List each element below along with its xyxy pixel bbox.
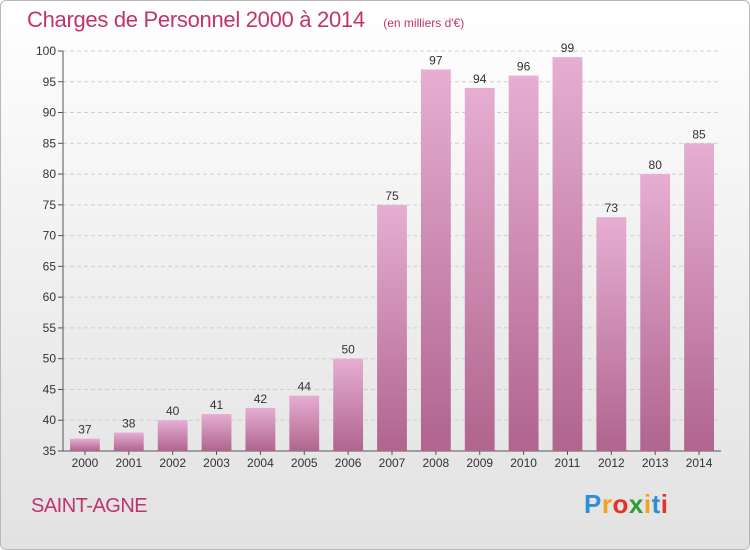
bar-2002 — [157, 420, 188, 451]
x-tick-label-2014: 2014 — [686, 456, 713, 470]
value-label-2004: 42 — [254, 392, 268, 406]
proxiti-logo: Proxiti — [584, 489, 668, 520]
value-label-2005: 44 — [298, 380, 312, 394]
labels: 35 40 45 50 55 60 65 70 75 80 85 90 95 100 37 2000 38 200… — [36, 41, 713, 470]
y-tick-label: 95 — [43, 75, 57, 89]
commune-name: SAINT-AGNE — [31, 495, 148, 517]
bar-2012 — [596, 217, 627, 451]
bar-2009 — [464, 87, 495, 451]
y-tick-label: 75 — [43, 198, 57, 212]
y-tick-label: 55 — [43, 321, 57, 335]
y-tick-label: 65 — [43, 259, 57, 273]
x-tick-label-2002: 2002 — [159, 456, 186, 470]
value-label-2009: 94 — [473, 72, 487, 86]
chart-title-block: Charges de Personnel 2000 à 2014 (en mil… — [27, 7, 464, 33]
chart-subtitle: (en milliers d'€) — [383, 16, 465, 30]
logo-letter: i — [660, 489, 669, 519]
y-tick-label: 50 — [43, 352, 57, 366]
value-label-2012: 73 — [605, 201, 619, 215]
bar-2003 — [201, 414, 232, 451]
value-label-2006: 50 — [341, 343, 355, 357]
value-label-2003: 41 — [210, 398, 224, 412]
logo-letter: i — [643, 489, 652, 519]
bar-2008 — [420, 69, 451, 451]
value-label-2014: 85 — [692, 127, 706, 141]
y-tick-label: 60 — [43, 290, 57, 304]
bar-2004 — [245, 407, 276, 451]
x-tick-label-2010: 2010 — [510, 456, 537, 470]
x-tick-label-2008: 2008 — [423, 456, 450, 470]
x-tick-label-2000: 2000 — [72, 456, 99, 470]
bar-2006 — [333, 358, 364, 451]
y-tick-label: 100 — [36, 44, 56, 58]
x-tick-label-2009: 2009 — [466, 456, 493, 470]
y-tick-label: 85 — [43, 136, 57, 150]
x-tick-label-2004: 2004 — [247, 456, 274, 470]
value-label-2010: 96 — [517, 60, 531, 74]
x-tick-label-2013: 2013 — [642, 456, 669, 470]
logo-letter: o — [612, 489, 629, 519]
logo-letter: x — [628, 489, 644, 519]
bar-2005 — [289, 395, 320, 451]
value-label-2011: 99 — [561, 41, 575, 55]
x-tick-label-2005: 2005 — [291, 456, 318, 470]
value-label-2008: 97 — [429, 53, 443, 67]
value-label-2002: 40 — [166, 404, 180, 418]
bar-2007 — [377, 204, 407, 451]
bar-2014 — [684, 143, 714, 452]
bar-2001 — [113, 432, 144, 451]
bar-2013 — [640, 174, 671, 452]
value-label-2013: 80 — [649, 158, 663, 172]
logo-letter: r — [601, 489, 613, 519]
x-tick-label-2007: 2007 — [379, 456, 406, 470]
bar-2000 — [70, 438, 100, 451]
bars — [70, 57, 714, 452]
x-tick-label-2012: 2012 — [598, 456, 625, 470]
y-tick-label: 80 — [43, 167, 57, 181]
y-tick-label: 35 — [43, 444, 57, 458]
logo-letter: P — [584, 489, 602, 519]
value-label-2001: 38 — [122, 417, 136, 431]
x-tick-label-2001: 2001 — [115, 456, 142, 470]
y-tick-label: 90 — [43, 106, 57, 120]
chart-title: Charges de Personnel 2000 à 2014 — [27, 7, 365, 32]
logo-letter: t — [651, 489, 661, 519]
x-tick-label-2006: 2006 — [335, 456, 362, 470]
x-tick-label-2011: 2011 — [555, 456, 581, 470]
value-label-2000: 37 — [78, 423, 92, 437]
value-label-2007: 75 — [385, 189, 399, 203]
y-tick-label: 45 — [43, 382, 57, 396]
y-tick-label: 40 — [43, 413, 57, 427]
y-tick-label: 70 — [43, 229, 57, 243]
bar-2011 — [552, 57, 583, 452]
x-tick-label-2003: 2003 — [203, 456, 230, 470]
bar-2010 — [508, 75, 539, 451]
